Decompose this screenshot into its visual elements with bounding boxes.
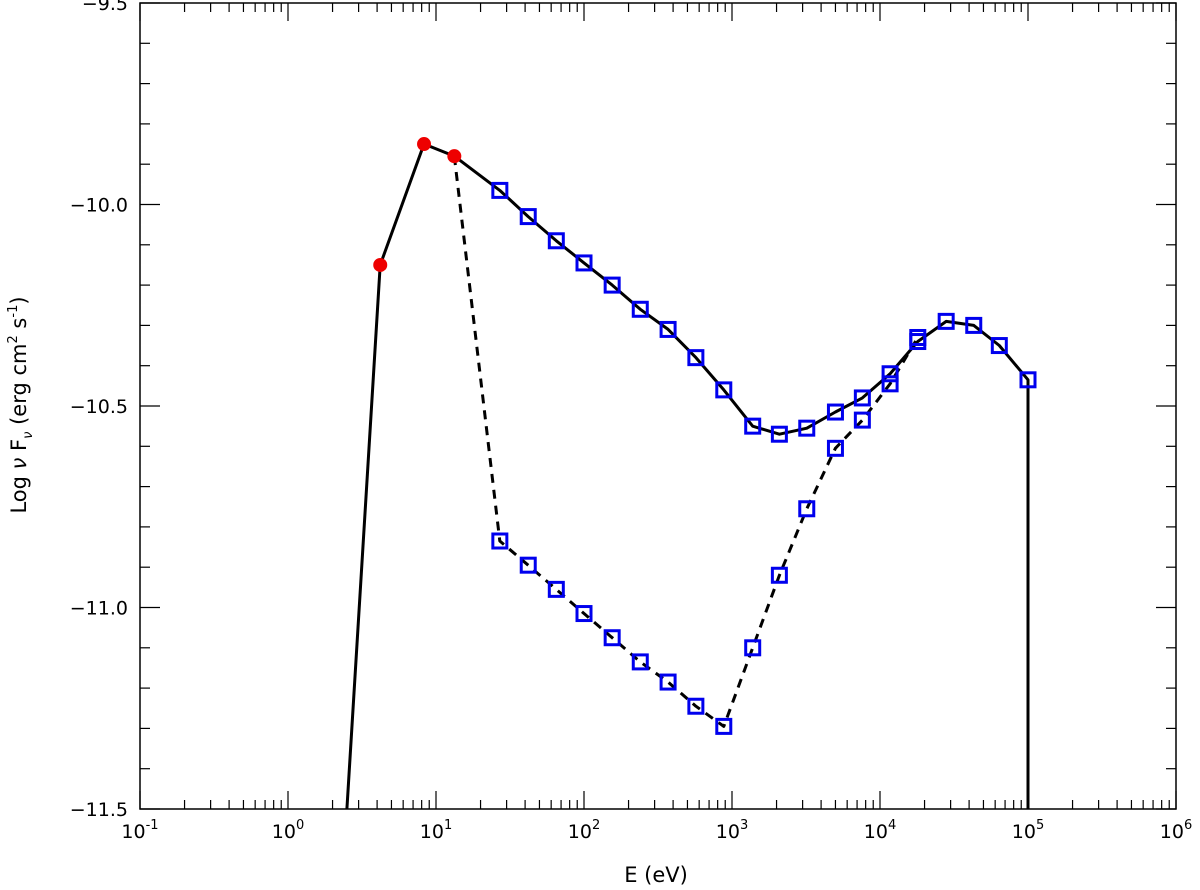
x-axis-label: E (eV) bbox=[624, 863, 688, 887]
y-tick-labels: −9.5 −10.0 −10.5 −11.0 −11.5 bbox=[70, 0, 128, 821]
data-point-square bbox=[853, 411, 871, 429]
y-tick-label: −10.5 bbox=[70, 396, 128, 418]
series-line-3 bbox=[452, 155, 920, 728]
x-tick-label: 10-1 bbox=[121, 818, 158, 843]
plot-frame bbox=[139, 2, 1177, 810]
x-tick-labels: 10-1 100 101 102 103 104 105 106 bbox=[121, 818, 1192, 843]
x-tick-label: 103 bbox=[716, 818, 748, 843]
data-point-square bbox=[1019, 371, 1037, 389]
markers-layer bbox=[373, 137, 1037, 735]
data-point-square bbox=[715, 381, 733, 399]
x-tick-label: 104 bbox=[864, 818, 896, 843]
data-point-square bbox=[909, 328, 927, 346]
data-point-square bbox=[744, 639, 762, 657]
y-tick-label: −10.0 bbox=[70, 195, 128, 217]
series-layer bbox=[345, 142, 1030, 810]
x-tick-label: 101 bbox=[420, 818, 452, 843]
x-tick-label: 105 bbox=[1012, 818, 1044, 843]
data-point-square bbox=[798, 419, 816, 437]
data-point-square bbox=[798, 500, 816, 518]
axis-ticks bbox=[139, 2, 1177, 810]
data-point-square bbox=[519, 556, 537, 574]
data-point-square bbox=[990, 337, 1008, 355]
data-point-square bbox=[659, 673, 677, 691]
data-point-square bbox=[491, 181, 509, 199]
data-point-square bbox=[826, 439, 844, 457]
data-point-square bbox=[519, 208, 537, 226]
data-point-square bbox=[603, 276, 621, 294]
data-point-square bbox=[881, 365, 899, 383]
data-point-square bbox=[770, 425, 788, 443]
data-point-square bbox=[491, 532, 509, 550]
x-tick-label: 106 bbox=[1160, 818, 1192, 843]
data-point-square bbox=[575, 605, 593, 623]
data-point-circle bbox=[447, 149, 462, 164]
x-tick-label: 102 bbox=[568, 818, 600, 843]
data-point-circle bbox=[373, 257, 388, 272]
data-point-square bbox=[744, 417, 762, 435]
data-point-square bbox=[631, 300, 649, 318]
y-tick-label: −11.5 bbox=[70, 799, 128, 821]
data-point-square bbox=[547, 232, 565, 250]
y-axis-label: Log ν Fν (erg cm2 s-1) bbox=[6, 296, 36, 513]
data-point-square bbox=[965, 316, 983, 334]
data-point-square bbox=[687, 349, 705, 367]
data-point-square bbox=[881, 375, 899, 393]
series-line-1 bbox=[345, 142, 455, 810]
data-point-square bbox=[687, 697, 705, 715]
data-point-square bbox=[826, 403, 844, 421]
data-point-square bbox=[631, 653, 649, 671]
data-point-circle bbox=[417, 137, 432, 152]
data-point-square bbox=[770, 566, 788, 584]
x-tick-label: 100 bbox=[272, 818, 304, 843]
data-point-square bbox=[659, 320, 677, 338]
data-point-square bbox=[715, 717, 733, 735]
data-point-square bbox=[575, 254, 593, 272]
series-line-2 bbox=[453, 154, 1030, 809]
data-point-square bbox=[603, 629, 621, 647]
y-tick-label: −9.5 bbox=[82, 0, 128, 15]
y-tick-label: −11.0 bbox=[70, 598, 128, 620]
data-point-square bbox=[853, 389, 871, 407]
data-point-square bbox=[547, 580, 565, 598]
data-point-square bbox=[937, 312, 955, 330]
